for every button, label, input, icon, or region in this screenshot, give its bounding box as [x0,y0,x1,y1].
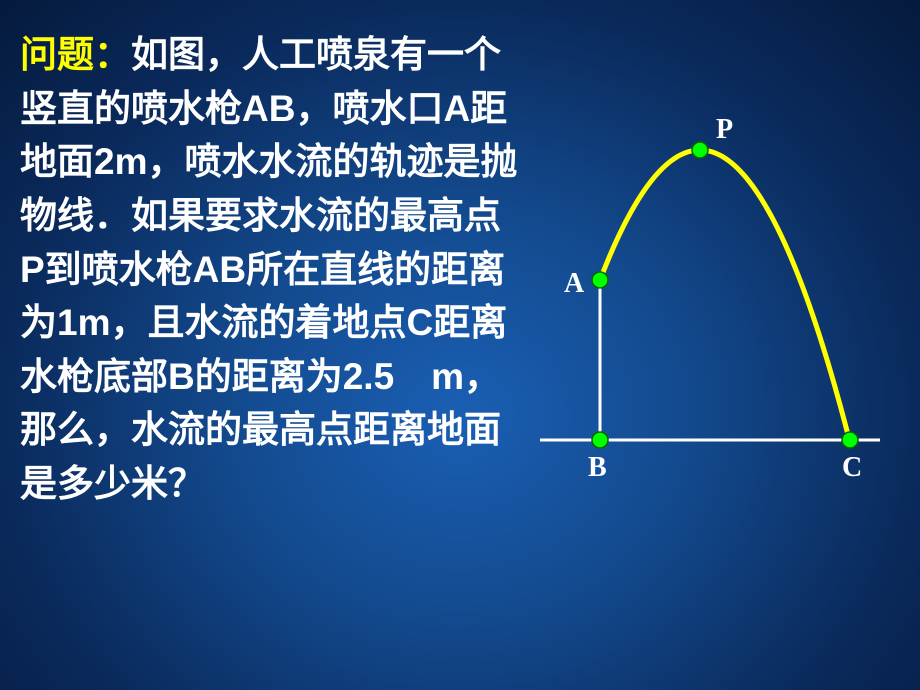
question-text: 问题：如图，人工喷泉有一个竖直的喷水枪AB，喷水口A距地面2m，喷水水流的轨迹是… [20,28,520,511]
question-label: 问题： [20,34,131,75]
point-P [692,142,708,158]
label-C: C [842,452,862,484]
fountain-diagram: A B P C [520,80,900,500]
point-A [592,272,608,288]
label-B: B [588,452,607,484]
point-B [592,432,608,448]
question-body: 如图，人工喷泉有一个竖直的喷水枪AB，喷水口A距地面2m，喷水水流的轨迹是抛物线… [20,34,517,504]
label-A: A [564,268,584,300]
label-P: P [716,114,733,146]
parabola-curve [600,150,850,443]
point-C [842,432,858,448]
